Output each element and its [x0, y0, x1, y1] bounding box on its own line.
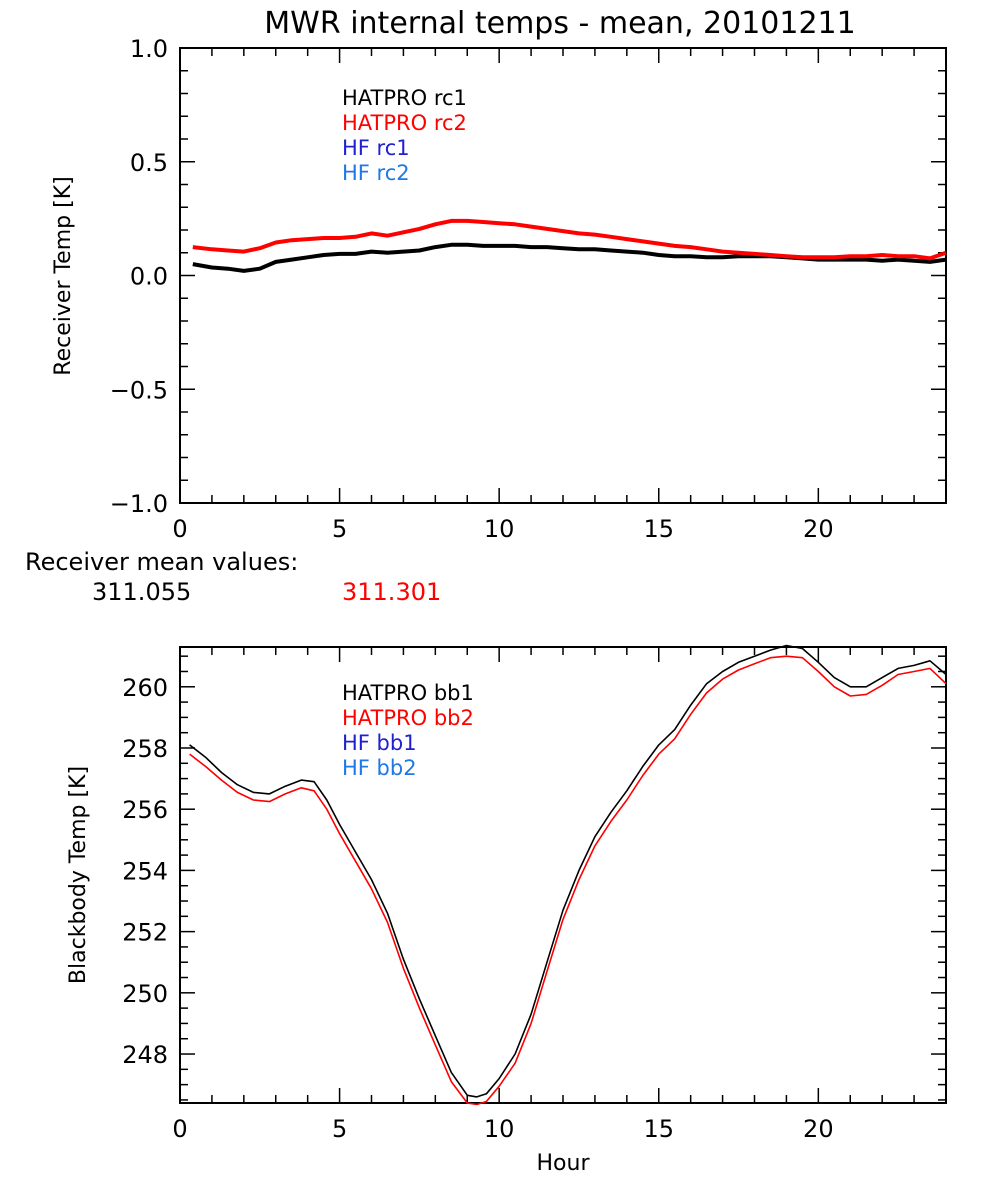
y-tick-label: 254	[122, 857, 168, 885]
y-tick-label: 0.5	[130, 149, 168, 177]
y-tick-label: −0.5	[110, 376, 168, 404]
legend-entry: HATPRO rc2	[342, 111, 467, 135]
chart-title: MWR internal temps - mean, 20101211	[264, 6, 855, 41]
series-lines	[189, 644, 947, 1106]
x-tick-label: 10	[484, 515, 515, 543]
legend-entry: HATPRO rc1	[342, 86, 467, 110]
tick-marks	[179, 47, 947, 504]
legend: HATPRO bb1 HATPRO bb2 HF bb1 HF bb2	[342, 681, 474, 780]
y-tick-labels: −1.0 −0.5 0.0 0.5 1.0	[110, 35, 168, 518]
legend-entry: HATPRO bb1	[342, 681, 474, 705]
series-lines	[192, 218, 947, 273]
x-tick-labels: 0 5 10 15 20	[172, 515, 833, 543]
legend-entry: HF rc1	[342, 136, 410, 160]
receiver-mean-rc1: 311.055	[92, 578, 191, 606]
x-tick-label: 20	[803, 515, 834, 543]
x-tick-label: 15	[643, 515, 674, 543]
y-axis-label: Receiver Temp [K]	[51, 176, 76, 375]
x-tick-label: 0	[172, 1115, 187, 1143]
x-tick-label: 5	[332, 515, 347, 543]
y-tick-label: 258	[122, 735, 168, 763]
receiver-mean-rc2: 311.301	[342, 578, 441, 606]
x-axis-label: Hour	[537, 1151, 591, 1176]
plot-frame	[179, 47, 947, 504]
series-line-hatpro-rc1	[192, 242, 947, 273]
x-tick-labels: 0 5 10 15 20	[172, 1115, 833, 1143]
y-tick-label: 0.0	[130, 263, 168, 291]
y-tick-labels: 248 250 252 254 256 258 260	[122, 674, 168, 1069]
x-tick-label: 15	[643, 1115, 674, 1143]
receiver-mean-label: Receiver mean values:	[25, 548, 298, 576]
receiver-temp-plot: 0 5 10 15 20 −1.0 −0.5 0.0 0.5 1.0 Receiver Temp…	[51, 35, 947, 543]
x-tick-label: 10	[484, 1115, 515, 1143]
legend-entry: HF bb1	[342, 731, 417, 755]
y-tick-label: 252	[122, 919, 168, 947]
y-tick-label: 250	[122, 980, 168, 1008]
y-tick-label: 1.0	[130, 35, 168, 63]
legend-entry: HF rc2	[342, 161, 410, 185]
y-axis-label: Blackbody Temp [K]	[66, 766, 91, 984]
series-line-hatpro-rc2	[192, 218, 947, 261]
legend: HATPRO rc1 HATPRO rc2 HF rc1 HF rc2	[342, 86, 467, 185]
x-tick-label: 5	[332, 1115, 347, 1143]
legend-entry: HATPRO bb2	[342, 706, 474, 730]
y-tick-label: 260	[122, 674, 168, 702]
legend-entry: HF bb2	[342, 756, 417, 780]
tick-marks	[179, 647, 947, 1103]
y-tick-label: 248	[122, 1041, 168, 1069]
y-tick-label: 256	[122, 796, 168, 824]
series-line-hatpro-bb1	[189, 644, 947, 1098]
x-tick-label: 20	[803, 1115, 834, 1143]
blackbody-temp-plot: 0 5 10 15 20 248 250 252 254 256 258 260 Blackbody…	[66, 644, 947, 1176]
plot-frame	[179, 646, 947, 1104]
x-tick-label: 0	[172, 515, 187, 543]
series-line-hatpro-bb2	[189, 655, 947, 1106]
y-tick-label: −1.0	[110, 490, 168, 518]
